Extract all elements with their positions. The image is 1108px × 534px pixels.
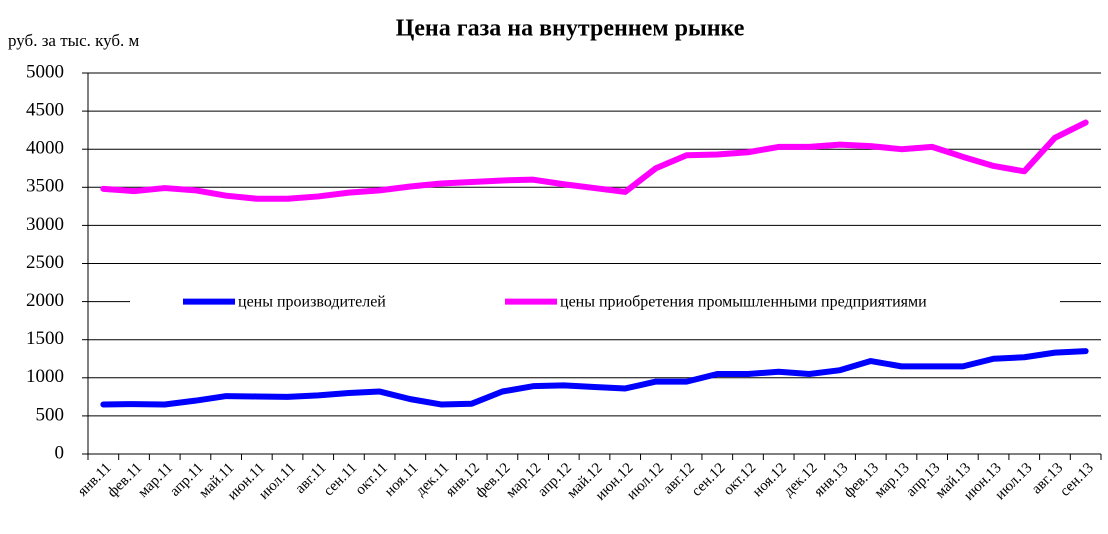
x-tick-label: сен.12: [689, 460, 729, 500]
y-tick-label: 3000: [26, 214, 64, 235]
legend-label: цены приобретения промышленными предприя…: [560, 293, 927, 310]
y-tick-label: 3500: [26, 176, 64, 197]
y-tick-label: 500: [36, 404, 65, 425]
y-tick-label: 2000: [26, 290, 64, 311]
y-tick-label: 1000: [26, 366, 64, 387]
x-tick-label: мар.13: [871, 460, 912, 501]
y-tick-label: 5000: [26, 61, 64, 82]
x-tick-label: ноя.11: [382, 460, 422, 500]
x-tick-label: мар.11: [135, 460, 176, 501]
x-tick-label: сен.13: [1057, 460, 1097, 500]
chart-title: Цена газа на внутреннем рынке: [396, 16, 745, 42]
y-tick-label: 1500: [26, 328, 64, 349]
y-tick-label: 0: [55, 442, 65, 463]
series-line: [100, 348, 1089, 408]
x-tick-label: ноя.12: [750, 460, 790, 500]
x-tick-label: дек.12: [781, 460, 821, 500]
y-axis-title: руб. за тыс. куб. м: [8, 31, 140, 50]
y-tick-label: 2500: [26, 252, 64, 273]
x-tick-label: мар.12: [503, 460, 544, 501]
y-tick-label: 4500: [26, 99, 64, 120]
y-tick-label: 4000: [26, 138, 64, 159]
x-tick-label: сен.11: [321, 460, 360, 499]
legend-box: [130, 287, 1060, 316]
series-line: [100, 119, 1089, 202]
legend-label: цены производителей: [238, 293, 386, 310]
